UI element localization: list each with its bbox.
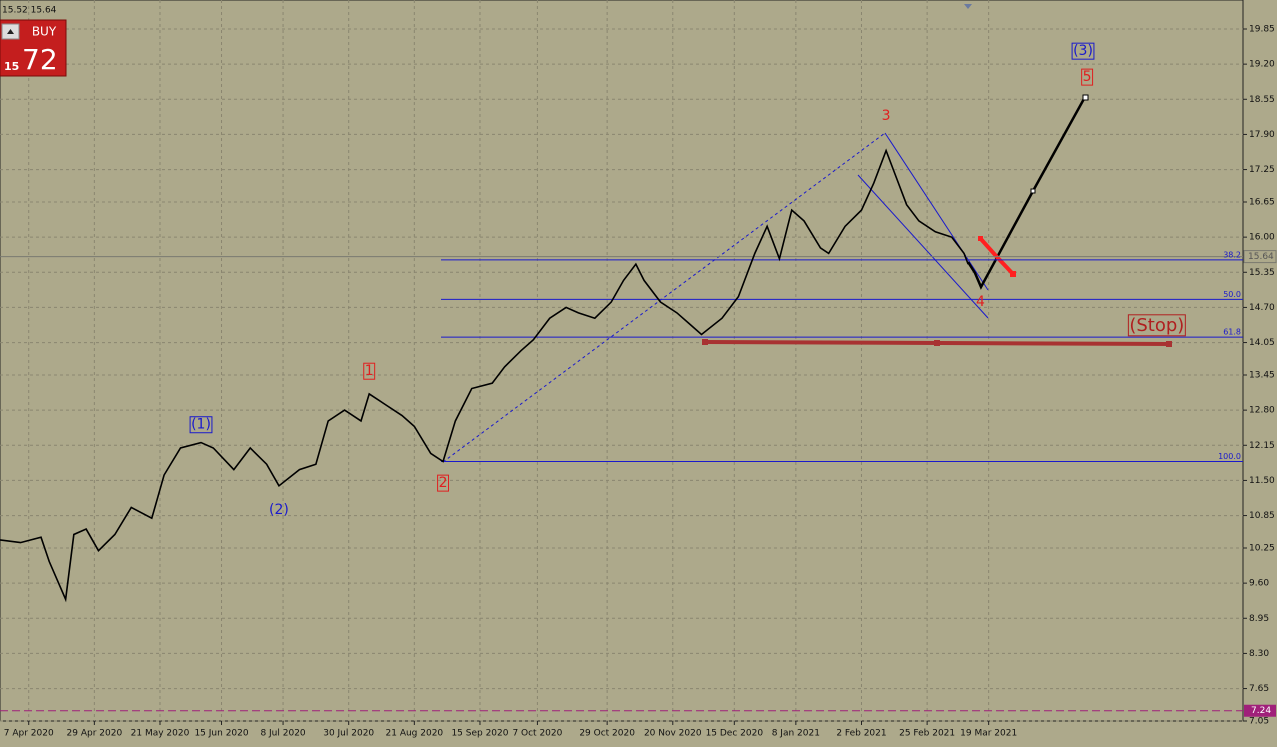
buy-label[interactable]: BUY [32, 25, 57, 39]
label-box [1127, 314, 1186, 337]
y-tick-label: 18.55 [1249, 95, 1275, 105]
y-tick-label: 17.25 [1249, 165, 1275, 175]
wave-label: 5 [1083, 69, 1092, 85]
handle [978, 236, 983, 241]
alert-label: 7.24 [1251, 706, 1271, 716]
label-box [189, 416, 213, 434]
wave-label: (2) [269, 502, 289, 518]
labels: 19.85 19.20 18.55 17.90 17.25 16.65 16.00 15.35… [4, 25, 1277, 739]
y-tick-label: 19.20 [1249, 60, 1275, 70]
y-tick-label: 14.05 [1249, 338, 1275, 348]
wave-label: 1 [365, 363, 374, 379]
y-tick-label: 16.65 [1249, 198, 1275, 208]
series [0, 148, 1243, 712]
handle [1030, 188, 1036, 194]
x-tick-label: 21 Aug 2020 [386, 729, 444, 739]
y-tick-label: 10.85 [1249, 511, 1275, 521]
wave-label: (3) [1073, 43, 1093, 59]
x-tick-label: 30 Jul 2020 [323, 729, 374, 739]
x-tick-label: 15 Dec 2020 [706, 729, 764, 739]
x-tick-label: 2 Feb 2021 [836, 729, 886, 739]
y-tick-label: 9.60 [1249, 579, 1269, 589]
quote-text: 15.52 15.64 [2, 6, 57, 16]
fib-label: 100.0 [1218, 452, 1241, 461]
projection-line [966, 96, 1087, 290]
fib-label: 38.2 [1223, 250, 1241, 259]
price-tag [1243, 250, 1277, 264]
projection-line [978, 236, 1015, 276]
price-prefix: 15 [4, 60, 19, 73]
x-tick-label: 15 Sep 2020 [451, 729, 508, 739]
wave-label: (Stop) [1129, 315, 1184, 336]
fib-label: 61.8 [1223, 328, 1241, 337]
handle [1010, 271, 1016, 277]
x-tick-label: 15 Jun 2020 [194, 729, 248, 739]
y-tick-label: 12.80 [1249, 406, 1275, 416]
x-tick-label: 29 Oct 2020 [579, 729, 635, 739]
wave-label: (1) [191, 417, 211, 433]
y-tick-label: 16.00 [1249, 233, 1275, 243]
y-tick-label: 15.35 [1249, 268, 1275, 278]
wave-label: 3 [882, 108, 891, 124]
channel-line [857, 174, 989, 319]
label-box [1081, 68, 1094, 86]
handle [1166, 341, 1172, 347]
shift-marker [964, 4, 972, 9]
x-tick-label: 7 Apr 2020 [4, 729, 54, 739]
grid [0, 0, 1247, 725]
label-box [363, 362, 376, 380]
handle [702, 339, 708, 345]
fib-label: 50.0 [1223, 290, 1241, 299]
trend-line [442, 132, 886, 463]
y-tick-label: 12.15 [1249, 441, 1275, 451]
x-tick-label: 19 Mar 2021 [960, 729, 1017, 739]
current-price-label: 15.64 [1248, 252, 1274, 262]
analysis-shapes [442, 4, 1172, 463]
x-tick-label: 21 May 2020 [131, 729, 190, 739]
y-tick-label: 8.30 [1249, 649, 1269, 659]
y-tick-label: 7.05 [1249, 717, 1269, 727]
y-tick-label: 7.65 [1249, 684, 1269, 694]
label-box [1071, 42, 1095, 60]
y-tick-label: 19.85 [1249, 25, 1275, 35]
y-tick-label: 8.95 [1249, 614, 1269, 624]
channel-line [884, 132, 989, 291]
x-tick-label: 8 Jan 2021 [772, 729, 820, 739]
y-tick-label: 10.25 [1249, 544, 1275, 554]
price-big: 72 [22, 43, 58, 76]
wave-label: 4 [976, 294, 985, 310]
x-tick-label: 8 Jul 2020 [260, 729, 305, 739]
y-tick-label: 14.70 [1249, 303, 1275, 313]
y-tick-label: 17.90 [1249, 130, 1275, 140]
x-tick-label: 20 Nov 2020 [644, 729, 702, 739]
price-tag [1244, 704, 1276, 717]
x-tick-label: 29 Apr 2020 [67, 729, 123, 739]
y-tick-label: 13.45 [1249, 371, 1275, 381]
plot-frame [0, 0, 1244, 722]
handle [1082, 94, 1089, 101]
y-tick-label: 11.50 [1249, 476, 1275, 486]
price-line [0, 148, 969, 603]
collapse-icon [7, 29, 14, 34]
handle [934, 340, 940, 346]
label-box [437, 474, 450, 492]
wave-label: 2 [439, 475, 448, 491]
trade-panel: BUY 15 72 [0, 19, 67, 77]
x-tick-label: 7 Oct 2020 [512, 729, 562, 739]
x-tick-label: 25 Feb 2021 [899, 729, 955, 739]
